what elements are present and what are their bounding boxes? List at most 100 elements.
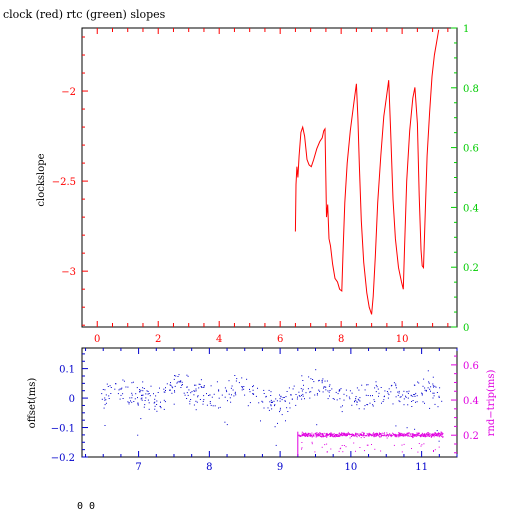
offset-point: [380, 387, 382, 388]
offset-point: [210, 385, 212, 387]
rndtrip-point: [395, 435, 397, 436]
offset-point: [166, 383, 168, 385]
rndtrip-point: [361, 434, 363, 436]
rndtrip-point: [411, 433, 413, 435]
rndtrip-point: [348, 433, 350, 435]
offset-point: [221, 394, 223, 396]
rndtrip-point: [330, 435, 332, 437]
offset-point: [135, 393, 137, 395]
rndtrip-point: [342, 432, 344, 434]
slope-y2-tick-label: 0.6: [463, 144, 479, 155]
rndtrip-point: [381, 435, 383, 437]
slope-x-ticks: 0 2 4 6 8 10: [94, 28, 449, 345]
offset-point: [297, 396, 298, 398]
rndtrip-point: [399, 432, 400, 434]
rndtrip-point: [401, 435, 403, 437]
offset-point: [137, 434, 139, 436]
rndtrip-point: [340, 447, 342, 449]
rndtrip-point: [373, 433, 375, 435]
rndtrip-point: [406, 434, 408, 436]
offset-point: [186, 386, 188, 388]
offset-point: [229, 397, 231, 399]
rndtrip-point: [363, 432, 365, 434]
offset-point: [408, 390, 410, 392]
offset-point: [183, 392, 185, 394]
rndtrip-point: [400, 434, 402, 436]
slope-series: [294, 29, 440, 315]
rndtrip-point: [417, 432, 419, 434]
rndtrip-point: [378, 435, 380, 437]
offset-point: [186, 398, 188, 399]
offset-point: [105, 402, 107, 404]
offset-point: [172, 387, 174, 389]
offset-point: [282, 397, 284, 399]
offset-point: [195, 409, 197, 411]
rndtrip-point: [441, 434, 443, 435]
offset-point: [331, 388, 333, 390]
offset-point: [358, 399, 360, 401]
offset-point: [295, 394, 297, 395]
rndtrip-point: [380, 433, 382, 435]
rndtrip-point: [319, 434, 321, 436]
offset-point: [341, 411, 343, 413]
offset-point: [270, 404, 272, 406]
rndtrip-point: [416, 432, 418, 434]
rndtrip-point: [311, 435, 313, 437]
rndtrip-point: [383, 434, 385, 436]
rndtrip-point: [421, 434, 423, 436]
rndtrip-point: [355, 450, 356, 452]
chart-title: clock (red) rtc (green) slopes: [3, 8, 166, 21]
rndtrip-point: [301, 442, 303, 443]
offset-point: [291, 398, 293, 400]
rndtrip-point: [324, 435, 326, 437]
rndtrip-point: [394, 435, 396, 437]
rndtrip-point: [403, 443, 405, 445]
offset-point: [235, 394, 237, 396]
rndtrip-point: [420, 435, 422, 437]
offset-point: [432, 397, 434, 399]
rndtrip-point: [330, 433, 332, 435]
rndtrip-point: [307, 435, 308, 437]
rndtrip-point: [386, 432, 388, 434]
rndtrip-point: [405, 435, 407, 437]
offset-point: [375, 384, 377, 386]
offset-point: [209, 401, 211, 402]
rndtrip-point: [407, 434, 409, 436]
offset-x-tick-label: 9: [277, 462, 283, 473]
offset-point: [411, 406, 413, 407]
offset-point: [160, 401, 161, 403]
offset-point: [302, 380, 304, 381]
offset-point: [329, 395, 330, 397]
rndtrip-point: [331, 435, 333, 437]
rndtrip-point: [350, 436, 352, 437]
rndtrip-point: [314, 451, 316, 453]
rndtrip-point: [403, 433, 405, 435]
offset-point: [145, 397, 147, 399]
rndtrip-point: [354, 433, 356, 435]
rndtrip-point: [397, 434, 399, 436]
offset-point: [428, 381, 430, 383]
offset-point: [327, 398, 329, 400]
slope-y2-ticks: 0 0.2 0.4 0.6 0.8 1: [451, 24, 479, 334]
offset-point: [180, 380, 182, 382]
rndtrip-point: [408, 435, 410, 437]
offset-point: [197, 395, 199, 397]
offset-point: [364, 405, 366, 407]
rndtrip-point: [325, 433, 327, 435]
rndtrip-point: [439, 433, 441, 435]
offset-point: [437, 406, 439, 408]
offset-point: [318, 389, 320, 391]
rndtrip-point: [442, 436, 444, 437]
rndtrip-point: [322, 436, 324, 437]
offset-point: [433, 395, 435, 397]
offset-point: [311, 387, 313, 389]
offset-point: [432, 385, 434, 387]
rndtrip-point: [409, 433, 411, 435]
offset-point: [246, 378, 248, 380]
offset-point: [211, 396, 213, 398]
offset-point: [203, 386, 205, 388]
offset-point: [177, 376, 179, 377]
offset-point: [318, 380, 320, 382]
rndtrip-point: [379, 434, 380, 436]
offset-point: [308, 376, 310, 378]
